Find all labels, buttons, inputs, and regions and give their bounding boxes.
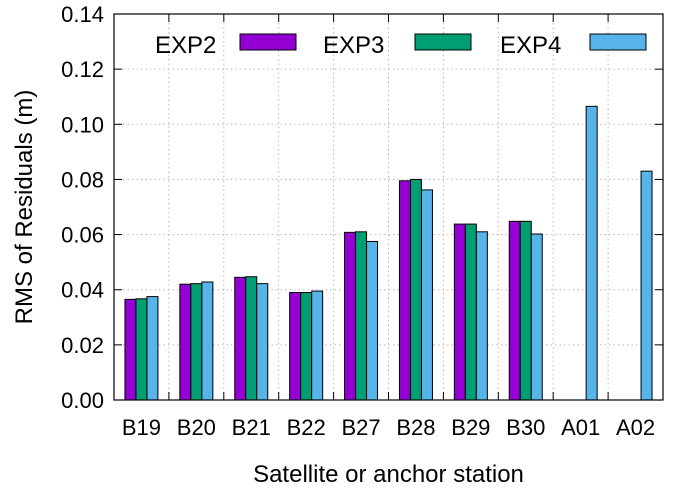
grid	[114, 14, 663, 400]
bar-exp3-b21	[245, 276, 258, 401]
legend-label: EXP4	[500, 32, 561, 59]
bar-exp4-b22	[311, 290, 324, 401]
bar-exp3-b22	[300, 291, 313, 401]
legend-label: EXP3	[323, 32, 384, 59]
y-tick-label: 0.12	[61, 57, 104, 82]
bar-exp2-b27	[344, 231, 357, 401]
bar-exp4-b21	[256, 283, 269, 401]
bar-exp2-b28	[398, 180, 411, 401]
bar-exp2-b29	[453, 223, 466, 401]
legend-swatch	[414, 33, 472, 51]
legend-swatch	[239, 33, 297, 51]
y-tick-label: 0.00	[61, 388, 104, 413]
y-tick-label: 0.04	[61, 278, 104, 303]
bar-exp4-a01	[585, 105, 598, 401]
bar-exp2-b22	[289, 291, 302, 401]
bar-exp4-b28	[420, 189, 433, 401]
x-tick-label: B19	[122, 415, 161, 440]
x-tick-label: B30	[506, 415, 545, 440]
bar-exp4-a02	[640, 170, 653, 401]
y-tick-label: 0.14	[61, 2, 104, 27]
legend-label: EXP2	[155, 32, 216, 59]
bar-exp3-b29	[464, 223, 477, 401]
x-tick-label: B21	[232, 415, 271, 440]
legend: EXP2 EXP3 EXP4	[155, 32, 647, 59]
bar-exp2-b21	[234, 276, 247, 401]
bar-exp3-b28	[409, 178, 422, 401]
bar-exp3-b20	[190, 283, 203, 401]
bar-exp3-b27	[355, 231, 368, 401]
x-tick-label: B20	[177, 415, 216, 440]
bars	[124, 105, 653, 401]
x-tick-label: B27	[341, 415, 380, 440]
bar-exp2-b19	[124, 298, 137, 401]
y-tick-label: 0.02	[61, 333, 104, 358]
x-axis-title: Satellite or anchor station	[253, 461, 524, 488]
x-tick-label: B22	[287, 415, 326, 440]
y-tick-label: 0.08	[61, 167, 104, 192]
bar-exp4-b30	[530, 233, 543, 401]
y-axis-title: RMS of Residuals (m)	[11, 90, 38, 325]
x-tick-label: A02	[616, 415, 655, 440]
y-tick-label: 0.06	[61, 223, 104, 248]
axis-ticks: 0.00 0.02 0.04 0.06 0.08 0.10 0.12 0.14 B19 B20 B2…	[61, 2, 663, 440]
bar-exp2-b30	[508, 220, 521, 401]
bar-exp3-b19	[135, 298, 148, 401]
bar-exp2-b20	[179, 283, 192, 401]
bar-exp4-b19	[146, 296, 159, 401]
bar-exp4-b29	[475, 231, 488, 401]
bar-exp4-b27	[366, 240, 379, 401]
bar-exp3-b30	[519, 220, 532, 401]
bar-exp4-b20	[201, 281, 214, 401]
x-tick-label: B28	[396, 415, 435, 440]
y-tick-label: 0.10	[61, 112, 104, 137]
legend-swatch	[589, 33, 647, 51]
x-tick-label: A01	[561, 415, 600, 440]
x-tick-label: B29	[451, 415, 490, 440]
